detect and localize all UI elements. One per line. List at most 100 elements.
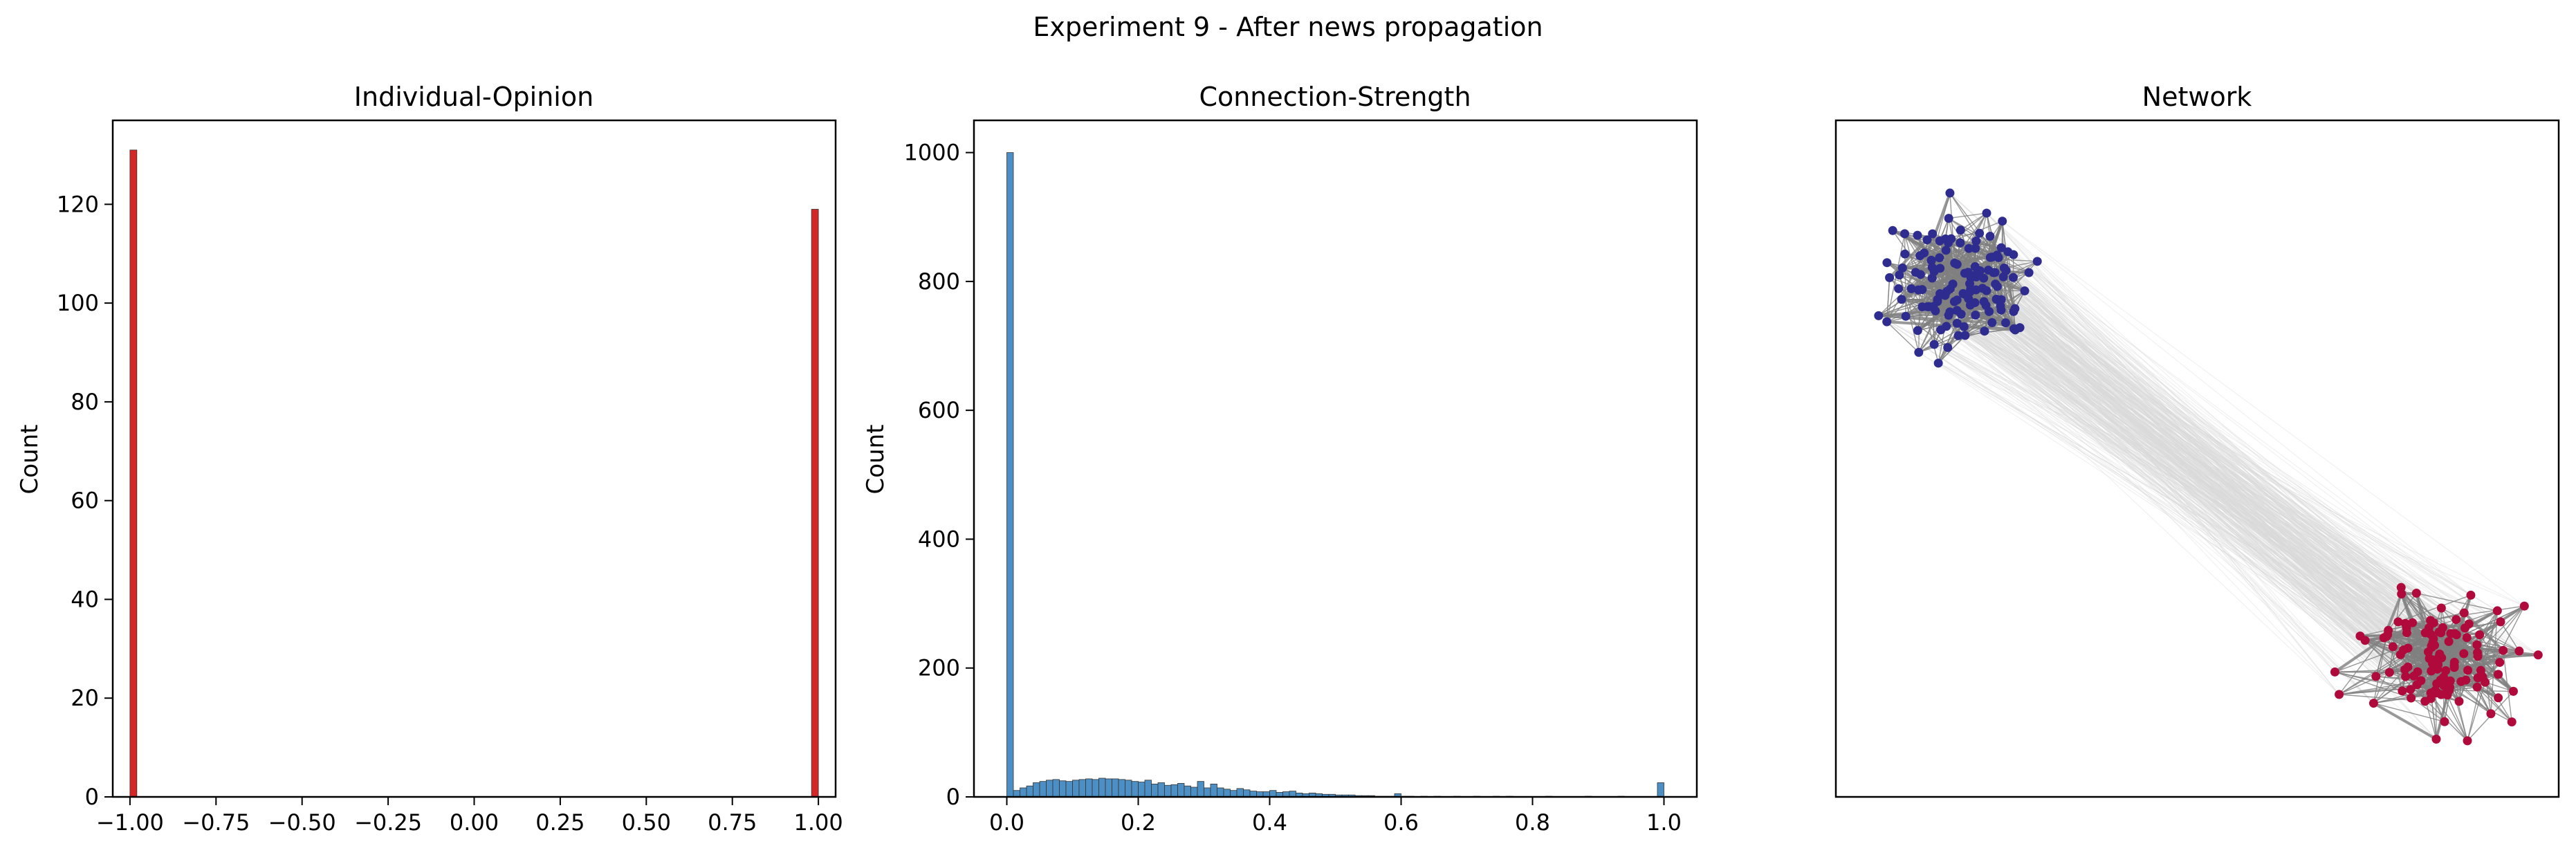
opinion-x-tick-label: 0.00: [450, 809, 499, 836]
inter-cluster-edge: [1949, 192, 2441, 634]
inter-cluster-edge: [1976, 289, 2438, 665]
inter-cluster-edge: [1991, 322, 2377, 677]
inter-cluster-edge: [2004, 268, 2436, 694]
inter-cluster-edge: [2013, 277, 2450, 688]
inter-cluster-edge: [1933, 271, 2498, 612]
inter-cluster-edge: [1960, 230, 2465, 629]
inter-cluster-edge: [2005, 270, 2431, 635]
inter-cluster-edge: [1948, 218, 2481, 671]
strength-bar: [1223, 789, 1231, 798]
strength-bar: [1065, 781, 1073, 798]
strength-bar: [1020, 787, 1027, 798]
inter-cluster-edge: [2002, 221, 2525, 607]
inter-cluster-edge: [1989, 311, 2374, 704]
inter-cluster-edge: [1946, 326, 2433, 661]
network-node: [1958, 288, 1968, 298]
strength-bar: [1026, 785, 1033, 798]
inter-cluster-edge: [1938, 362, 2439, 658]
network-panel: Network: [1834, 82, 2560, 798]
network-node: [2388, 642, 2398, 652]
inter-cluster-edge: [1935, 311, 2442, 695]
inter-cluster-edge: [1975, 315, 2374, 704]
strength-bar: [1170, 784, 1178, 798]
strength-bar: [1164, 784, 1172, 798]
network-node: [1956, 226, 1965, 235]
inter-cluster-edge: [1956, 300, 2440, 654]
inter-cluster-edge: [1991, 322, 2436, 694]
network-node: [1953, 331, 1963, 340]
network-node: [2440, 717, 2449, 726]
inter-cluster-edge: [1957, 322, 2442, 609]
strength-bar: [1289, 791, 1296, 798]
opinion-y-tick-label: 120: [57, 191, 99, 217]
inter-cluster-edge: [1948, 315, 2478, 679]
network-title: Network: [2142, 82, 2252, 112]
intra-cluster-edge: [2000, 261, 2038, 300]
inter-cluster-edge: [2000, 305, 2432, 647]
inter-cluster-edge: [1988, 270, 2456, 634]
inter-cluster-edge: [1911, 288, 2438, 670]
inter-cluster-edge: [1918, 351, 2422, 681]
network-node: [2441, 666, 2451, 676]
inter-cluster-edge: [1975, 315, 2418, 672]
inter-cluster-edge: [1901, 299, 2478, 679]
inter-cluster-edge: [1998, 257, 2335, 672]
inter-cluster-edge: [1968, 248, 2455, 666]
inter-cluster-edge: [1938, 362, 2525, 607]
network-node: [1933, 358, 1943, 368]
network-node: [2492, 606, 2502, 616]
strength-bar: [1085, 778, 1093, 798]
inter-cluster-edge: [2005, 270, 2432, 672]
inter-cluster-edge: [2015, 329, 2418, 686]
inter-cluster-edge: [1940, 293, 2431, 621]
inter-cluster-edge: [1915, 272, 2438, 665]
network-node: [2456, 677, 2466, 686]
inter-cluster-edge: [1980, 270, 2438, 665]
inter-cluster-edge: [1989, 311, 2411, 690]
network-node: [2384, 668, 2394, 677]
network-node: [2024, 268, 2034, 277]
inter-cluster-edge: [2024, 291, 2399, 623]
network-node: [1895, 270, 1904, 280]
inter-cluster-edge: [1931, 267, 2339, 695]
network-node: [1935, 288, 1945, 298]
network-node: [2400, 618, 2410, 628]
inter-cluster-edge: [1967, 272, 2440, 633]
inter-cluster-edge: [1975, 315, 2436, 694]
inter-cluster-edge: [1974, 302, 2432, 672]
network-node: [1900, 229, 1910, 239]
intra-cluster-edge: [2398, 594, 2472, 623]
network-node: [1874, 311, 1884, 320]
inter-cluster-edge: [1995, 284, 2429, 629]
inter-cluster-edge: [1965, 273, 2448, 696]
inter-cluster-edge: [2028, 272, 2441, 681]
inter-cluster-edge: [2005, 322, 2374, 704]
network-node: [1952, 295, 1962, 305]
network-node: [2444, 636, 2454, 646]
intra-cluster-edge: [1886, 252, 1925, 322]
inter-cluster-edge: [1947, 347, 2446, 671]
inter-cluster-edge: [1974, 302, 2418, 672]
network-node: [1897, 263, 1907, 273]
intra-cluster-edge: [1878, 289, 1919, 316]
strength-bar: [1078, 779, 1086, 798]
intra-cluster-edge: [2480, 610, 2499, 671]
network-node: [2011, 324, 2021, 334]
strength-bars: [1006, 152, 1664, 798]
inter-cluster-edge: [1878, 315, 2457, 636]
network-node: [2393, 617, 2403, 627]
network-node: [1882, 258, 1892, 268]
inter-cluster-edge: [1948, 242, 2451, 681]
inter-cluster-edge: [1951, 238, 2374, 704]
network-node: [1927, 262, 1937, 272]
network-node: [2409, 671, 2419, 681]
inter-cluster-edge: [2028, 272, 2387, 637]
inter-cluster-edge: [1965, 335, 2501, 623]
inter-cluster-edge: [1968, 298, 2442, 659]
inter-cluster-edge: [1940, 268, 2467, 681]
network-node: [1960, 331, 1970, 340]
network-node: [2407, 693, 2416, 703]
network-node: [2335, 690, 2344, 699]
network-node: [2495, 658, 2505, 668]
inter-cluster-edge: [2007, 251, 2456, 634]
